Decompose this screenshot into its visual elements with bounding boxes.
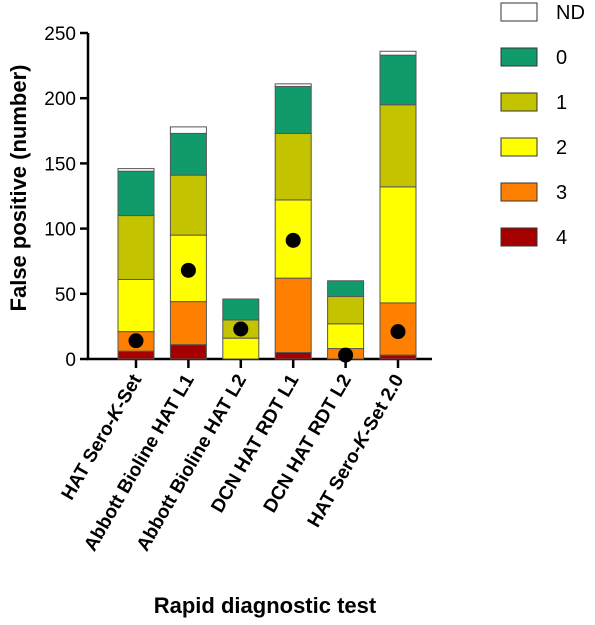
bar-segment-4 <box>274 351 312 360</box>
bar-segment-nd <box>379 50 417 56</box>
x-tick-label: HAT Sero-K-Set 2.0 <box>304 371 409 531</box>
bar-segment-3 <box>274 277 312 353</box>
legend-swatch-1 <box>500 92 538 112</box>
legend-label-3: 3 <box>556 182 567 204</box>
legend-label-0: 0 <box>556 47 567 69</box>
bar-segment-4 <box>379 354 417 360</box>
legend: ND 0 1 2 3 4 <box>500 2 585 249</box>
bar-segment-0 <box>222 298 260 321</box>
bar-segment-1 <box>169 174 207 236</box>
bar-segment-0 <box>327 280 365 297</box>
bar-segment-1 <box>274 132 312 201</box>
legend-swatch-4 <box>500 227 538 247</box>
bar-segment-0 <box>274 85 312 134</box>
y-tick-label: 200 <box>44 89 76 110</box>
bar-segment-4 <box>169 344 207 360</box>
bar-segment-1 <box>327 295 365 325</box>
bar-segment-nd <box>169 126 207 134</box>
legend-swatch-3 <box>500 182 538 202</box>
bar-segment-1 <box>379 104 417 188</box>
bar-segment-3 <box>169 301 207 346</box>
legend-label-2: 2 <box>556 137 567 159</box>
legend-label-4: 4 <box>556 227 567 249</box>
y-axis-title: False positive (number) <box>6 65 31 312</box>
data-point <box>180 262 196 278</box>
x-axis-title: Rapid diagnostic test <box>154 593 377 618</box>
data-point <box>338 347 354 363</box>
legend-swatch-nd <box>500 2 538 22</box>
y-tick-label: 0 <box>65 350 76 371</box>
bar-segment-nd <box>274 83 312 87</box>
bar-segment-nd <box>117 168 155 172</box>
data-point <box>390 324 406 340</box>
bars <box>117 50 417 360</box>
data-point <box>285 232 301 248</box>
bar-segment-1 <box>117 215 155 280</box>
bar-segment-2 <box>222 337 260 360</box>
y-tick-label: 100 <box>44 220 76 241</box>
legend-label-1: 1 <box>556 92 567 114</box>
bar-segment-0 <box>169 132 207 176</box>
bar-segment-0 <box>379 54 417 106</box>
legend-label-nd: ND <box>556 2 585 24</box>
data-point <box>128 333 144 349</box>
bar-segment-0 <box>117 170 155 217</box>
data-point <box>233 321 249 337</box>
bar-segment-2 <box>327 323 365 350</box>
bar-segment-2 <box>379 186 417 304</box>
y-tick-label: 150 <box>44 154 76 175</box>
y-tick-label: 50 <box>55 285 76 306</box>
legend-swatch-2 <box>500 137 538 157</box>
y-tick-label: 250 <box>44 24 76 45</box>
bar-segment-4 <box>117 350 155 360</box>
points <box>128 232 406 363</box>
bar-segment-2 <box>117 278 155 333</box>
legend-swatch-0 <box>500 47 538 67</box>
